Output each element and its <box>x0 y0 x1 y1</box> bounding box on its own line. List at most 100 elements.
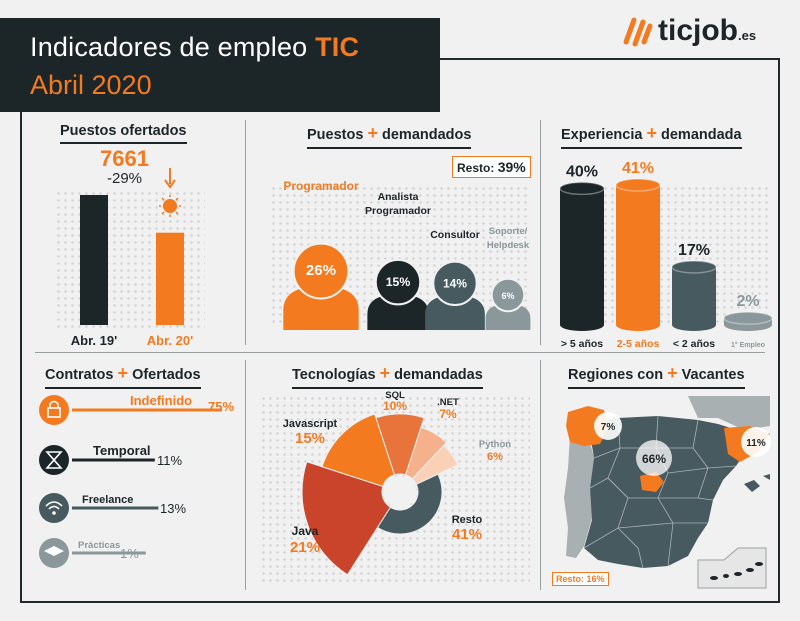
tech-value-label: 41% <box>452 526 482 543</box>
tech-center-hole <box>384 476 416 508</box>
ticjob-logo: ticjob.es <box>618 12 768 52</box>
contract-type-label: Freelance <box>82 494 133 506</box>
wifi-dot <box>52 511 56 515</box>
france-region <box>688 396 770 430</box>
role-name-label: Analista <box>378 191 419 203</box>
tech-name-label: SQL <box>385 390 405 401</box>
role-head-mark <box>432 260 478 307</box>
offers-change: -29% <box>107 170 143 187</box>
cap-glyph <box>44 546 64 556</box>
experience-bar-base <box>672 319 716 331</box>
experience-value-label: 40% <box>566 163 598 180</box>
tech-value-label: 15% <box>295 430 325 447</box>
experience-bar <box>672 266 716 325</box>
wifi-glyph <box>45 501 63 510</box>
offers-bar <box>80 195 108 325</box>
coronavirus-icon <box>159 168 181 217</box>
offers-chart: Abr. 19' Abr. 20' <box>71 195 193 348</box>
role-head-mark <box>374 258 422 306</box>
role-body-mark <box>425 295 485 330</box>
title-highlight: TIC <box>315 32 360 62</box>
panel-title-puestos-demandados: Puestos + demandados <box>307 123 472 149</box>
lock-icon <box>39 395 69 425</box>
spain-map: 7% 66% 11% <box>564 396 771 589</box>
experience-bar <box>560 188 604 325</box>
offers-value: 7661 <box>100 146 149 171</box>
tech-value-label: 10% <box>383 399 407 413</box>
experience-value-label: 41% <box>622 160 654 177</box>
region-label-madrid: 66% <box>642 452 666 466</box>
experience-bar-base <box>560 319 604 331</box>
separator <box>540 120 541 345</box>
contracts-chart: Indefinido 75% Temporal 11% Freelance 13% Prác… <box>39 393 234 568</box>
experience-category-label: 2-5 años <box>617 338 660 350</box>
experience-bar-top <box>723 311 773 325</box>
experience-chart: 40% > 5 años 41% 2-5 años 17% < 2 años 2% 1° Em… <box>559 160 773 350</box>
tech-slice <box>301 461 392 576</box>
tech-name-label: Java <box>292 524 319 538</box>
contract-value-label: 11% <box>157 453 182 468</box>
contract-type-label: Prácticas <box>78 540 120 551</box>
role-body-mark <box>283 286 359 330</box>
offers-category-label: Abr. 20' <box>147 333 193 348</box>
tech-name-label: Python <box>479 439 511 450</box>
panel-title-puestos-ofertados: Puestos ofertados <box>60 123 187 144</box>
offers-bar <box>156 232 184 325</box>
regions-resto-badge: Resto: 16% <box>552 572 609 586</box>
page-title: Indicadores de empleo TIC <box>30 32 360 62</box>
separator <box>35 352 765 353</box>
wifi-icon <box>39 493 69 523</box>
logo-text: ticjob.es <box>658 14 757 47</box>
hourglass-glyph <box>45 451 63 469</box>
contract-type-label: Indefinido <box>130 393 192 408</box>
role-body-mark <box>367 294 429 330</box>
role-name-label: Soporte/ <box>489 226 528 237</box>
role-name-label: Programador <box>365 205 431 217</box>
lock-shackle <box>49 400 59 408</box>
experience-bar <box>616 185 660 325</box>
canary-inset <box>697 547 767 589</box>
portugal-region <box>564 434 594 558</box>
contract-type-label: Temporal <box>93 443 151 458</box>
tech-slice <box>376 473 443 535</box>
contract-value-label: 1% <box>120 546 139 561</box>
tech-name-label: Javascript <box>283 418 338 430</box>
resto-badge: Resto: 39% <box>452 156 531 178</box>
role-body-mark <box>485 303 531 330</box>
experience-value-label: 2% <box>736 293 759 310</box>
separator <box>540 360 541 590</box>
experience-value-label: 17% <box>678 242 710 259</box>
madrid-region <box>640 472 664 492</box>
experience-bar-top <box>671 260 717 274</box>
logo-mark-icon <box>623 17 653 47</box>
panel-title-experiencia: Experiencia + demandada <box>561 123 742 149</box>
tech-name-label: .NET <box>437 397 459 408</box>
experience-bar-base <box>616 319 660 331</box>
panel-title-tecnologias: Tecnologías + demandadas <box>292 363 483 389</box>
contract-value-label: 13% <box>160 501 186 516</box>
balearic-region <box>744 480 760 492</box>
separator <box>245 120 246 345</box>
page-subtitle: Abril 2020 <box>30 70 152 100</box>
spain-region <box>584 416 748 568</box>
role-name-label: Programador <box>283 179 359 193</box>
panel-title-regiones: Regiones con + Vacantes <box>568 363 745 389</box>
tech-slice <box>321 413 396 488</box>
contract-value-label: 75% <box>208 399 234 414</box>
galicia-region <box>566 406 608 446</box>
role-value-label: 15% <box>386 275 411 289</box>
role-value-label: 14% <box>443 276 467 290</box>
role-head-mark <box>292 242 350 300</box>
separator <box>245 360 246 590</box>
offers-category-label: Abr. 19' <box>71 333 117 348</box>
tech-value-label: 21% <box>290 539 320 556</box>
experience-category-label: 1° Empleo <box>731 341 765 349</box>
region-label-cataluna: 11% <box>746 438 766 449</box>
experience-bar-top <box>615 178 661 192</box>
tech-name-label: Resto <box>452 514 483 526</box>
experience-bar-top <box>559 181 605 196</box>
tech-value-label: 7% <box>439 407 457 421</box>
role-value-label: 26% <box>306 262 336 279</box>
balearic-region <box>763 474 770 480</box>
